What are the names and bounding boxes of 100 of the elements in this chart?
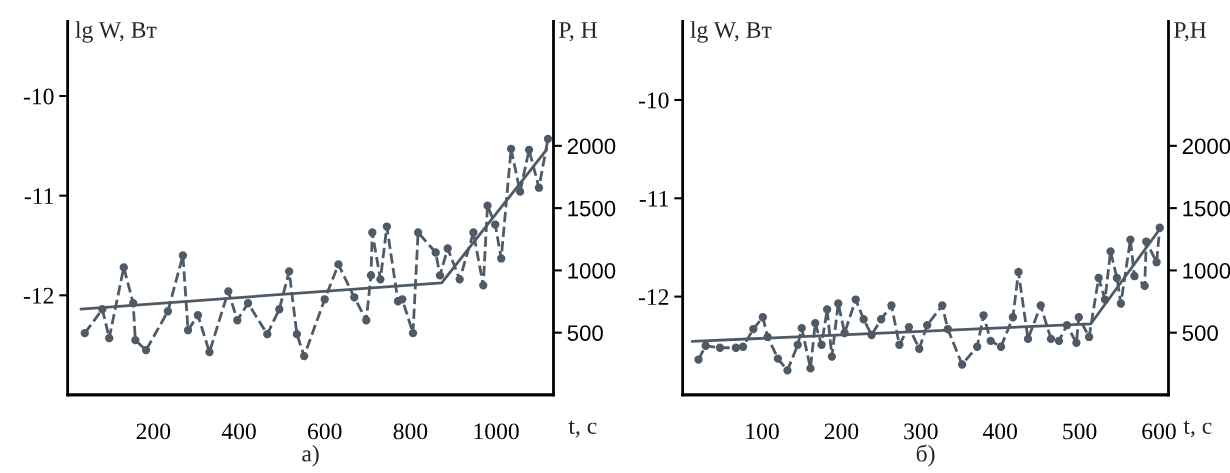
point	[1036, 301, 1045, 310]
point	[320, 295, 329, 304]
y-tick-label: -10	[638, 92, 669, 109]
point	[299, 351, 309, 361]
point	[1008, 313, 1018, 322]
point	[431, 248, 440, 257]
text: а)	[302, 444, 319, 467]
point	[876, 315, 886, 324]
y2-tick-label: 500	[567, 325, 603, 341]
point	[183, 326, 193, 335]
point	[141, 345, 151, 355]
point	[817, 340, 826, 349]
point	[979, 311, 988, 320]
point	[362, 316, 371, 325]
point	[938, 301, 947, 310]
point	[119, 263, 128, 272]
x-tick-label: 800	[393, 423, 428, 440]
point	[773, 354, 783, 363]
point	[904, 322, 914, 332]
point	[515, 187, 525, 196]
point	[292, 330, 302, 339]
point	[1116, 299, 1126, 308]
x-axis-title: t, с	[568, 420, 597, 438]
point	[1014, 267, 1023, 277]
x-tick-label: 500	[1063, 423, 1097, 440]
point	[895, 340, 904, 349]
point	[1112, 273, 1122, 283]
point	[1126, 235, 1135, 244]
point	[224, 287, 233, 296]
point	[1023, 334, 1033, 344]
point	[957, 360, 967, 369]
y-tick-label: -12	[638, 289, 669, 305]
point	[193, 311, 203, 320]
point	[534, 183, 544, 192]
point	[408, 329, 418, 338]
point	[435, 271, 445, 280]
y-axis-title: lg W, Вт	[690, 21, 772, 43]
point	[1130, 271, 1139, 281]
point	[887, 301, 896, 310]
point	[783, 366, 792, 375]
point	[986, 336, 995, 346]
x-tick-label: 400	[221, 423, 256, 440]
point	[284, 267, 294, 276]
x-tick-label: 1000	[474, 423, 519, 440]
point	[827, 352, 837, 361]
y2-tick-label: 1000	[1183, 262, 1230, 279]
y-tick-label: -10	[23, 88, 54, 105]
y2-tick-label: 500	[1182, 325, 1218, 341]
point	[1072, 338, 1081, 347]
point	[178, 251, 188, 260]
x-tick-label: 300	[904, 423, 938, 440]
y-tick-label: -12	[23, 287, 54, 304]
point	[1140, 281, 1149, 290]
point	[923, 320, 932, 330]
point	[131, 335, 140, 345]
x-tick-label: 600	[308, 423, 342, 440]
point	[368, 228, 377, 237]
point	[233, 316, 242, 325]
point	[749, 324, 758, 334]
point	[382, 222, 391, 231]
point	[443, 244, 452, 253]
point	[822, 305, 832, 314]
point	[1106, 247, 1115, 256]
point	[701, 341, 710, 350]
point	[715, 343, 725, 352]
point	[491, 220, 500, 229]
point	[524, 145, 534, 154]
point	[738, 342, 748, 351]
y-tick-label: -11	[639, 190, 669, 207]
point	[163, 307, 173, 316]
point	[1084, 332, 1094, 342]
point	[731, 343, 741, 352]
point	[851, 295, 860, 304]
point	[834, 299, 843, 308]
point	[1046, 334, 1056, 344]
x-tick-label: 100	[746, 423, 779, 440]
y-axis-title: lg W, Вт	[75, 21, 157, 43]
point	[275, 305, 284, 314]
point	[1152, 258, 1161, 267]
x-tick-label: 200	[824, 423, 859, 440]
point	[497, 254, 506, 263]
point	[455, 275, 464, 284]
point	[105, 333, 114, 343]
y2-tick-label: 1000	[568, 262, 616, 279]
point	[413, 228, 423, 237]
point	[263, 330, 272, 339]
point	[1094, 273, 1103, 283]
point	[334, 260, 343, 269]
point	[366, 271, 376, 280]
x-tick-label: 200	[136, 423, 171, 440]
y2-tick-label: 2000	[567, 138, 616, 155]
point	[793, 340, 802, 349]
y2-axis-title: P,Н	[1174, 22, 1207, 42]
y2-tick-label: 1500	[568, 200, 616, 217]
x-axis-title: t, с	[1183, 420, 1212, 438]
point	[350, 293, 359, 302]
point	[1074, 313, 1083, 322]
point	[483, 201, 492, 210]
point	[398, 295, 407, 304]
y2-tick-label: 1500	[1183, 200, 1230, 217]
